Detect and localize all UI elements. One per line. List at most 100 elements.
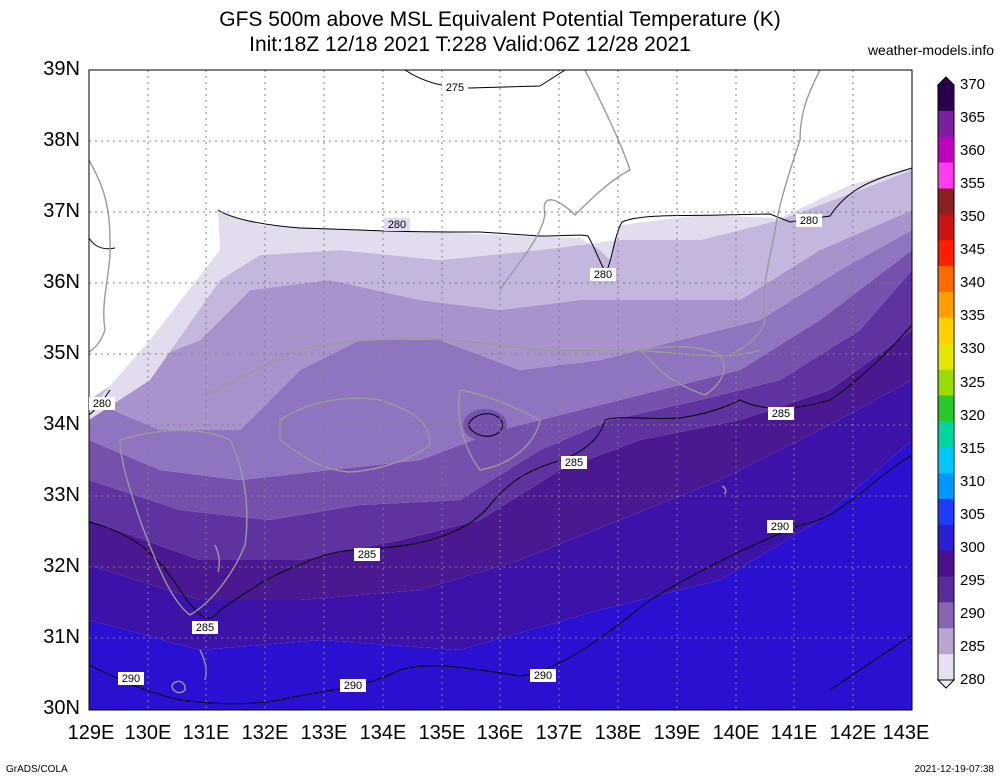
colorbar-max-arrow [936,76,956,86]
colorbar-swatch [938,447,954,474]
colorbar-swatch [938,162,954,189]
yakushima [171,680,186,694]
plot-frame [88,69,913,711]
izu-island [721,485,727,495]
contour-label: 290 [767,520,793,533]
colorbar-label: 320 [960,406,986,424]
svg-text:290: 290 [122,673,140,685]
colorbar-label: 360 [960,142,986,160]
kanto-coast [638,346,725,396]
svg-text:290: 290 [534,670,552,682]
colorbar-label: 290 [960,604,986,622]
svg-text:285: 285 [196,622,214,634]
contour-285-a [89,324,912,619]
korea-coast [89,159,111,353]
chart-title: GFS 500m above MSL Equivalent Potential … [219,8,781,31]
contour-label: 285 [192,621,218,634]
lon-label: 140E [712,722,760,744]
contour-label: 275 [442,81,468,94]
colorbar-label: 340 [960,274,986,292]
colorbar-swatch [938,317,954,345]
honshu-north-coast [729,70,821,356]
lon-label: 130E [124,722,172,744]
gridlines [89,70,912,710]
lat-label: 35N [43,342,80,364]
band-283 [89,210,912,430]
lon-label: 133E [300,722,348,744]
colorbar-swatch [938,369,954,396]
lat-label: 34N [43,413,80,435]
noto-coast [499,70,631,291]
lat-label: 32N [43,555,80,577]
colorbar-swatch [938,136,954,164]
site-credit: weather-models.info [867,42,994,58]
coastlines [89,70,821,694]
colorbar-swatch [938,498,954,526]
shikoku-coast [279,397,431,473]
lat-label: 30N [43,697,80,719]
band-284 [89,230,912,480]
colorbar-swatch [938,395,954,422]
lon-label: 132E [241,722,289,744]
svg-text:275: 275 [446,82,464,94]
lon-label: 137E [535,722,583,744]
lat-label: 38N [43,129,80,151]
svg-text:285: 285 [772,408,790,420]
contour-280-north [217,167,912,273]
contour-label: 285 [561,456,587,469]
colorbar-frame [937,84,955,681]
colorbar-label: 330 [960,340,986,358]
colorbar-swatch [938,85,954,112]
colorbar-label: 285 [960,637,986,655]
svg-text:290: 290 [771,521,789,533]
colorbar-swatch [938,576,954,603]
colorbar-label: 350 [960,208,986,226]
lat-label: 36N [43,271,80,293]
colorbar-label: 305 [960,505,986,523]
kii-coast [458,389,541,471]
kyushu-coast [119,429,248,616]
colorbar-swatch [938,188,954,215]
contour-labels: 275 280 280 280 280 285 285 285 285 290 … [89,81,822,692]
contour-275 [404,70,566,89]
lon-label: 129E [67,722,115,744]
svg-text:280: 280 [93,398,111,410]
lon-label: 141E [770,722,818,744]
svg-text:280: 280 [388,219,406,231]
lon-label: 131E [182,722,230,744]
colorbar-label: 310 [960,472,986,490]
band-282 [89,170,912,420]
lon-label: 139E [653,722,701,744]
contour-label: 280 [89,397,115,410]
svg-text:280: 280 [800,215,818,227]
colorbar-swatch [938,343,954,371]
svg-text:280: 280 [594,269,612,281]
colorbar-min-arrow [936,679,956,689]
contour-label: 285 [354,548,380,561]
lon-label: 136E [476,722,524,744]
contour-label: 285 [768,407,794,420]
contour-label: 280 [590,268,616,281]
chugoku-coast [204,337,761,396]
svg-text:290: 290 [344,680,362,692]
colorbar-label: 295 [960,571,986,589]
colorbar-swatch [938,240,954,267]
band-295 [89,440,912,710]
colorbar-swatch [938,654,954,681]
colorbar-label: 345 [960,241,986,259]
tanegashima [214,544,220,573]
colorbar-swatch [938,214,954,241]
contour-290-b [829,634,912,691]
colorbar-label: 370 [960,76,986,93]
colorbar-label: 335 [960,307,986,325]
lon-label: 138E [594,722,642,744]
colorbar-swatch [938,266,954,293]
generated-timestamp: 2021-12-19-07:38 [914,764,994,775]
colorbar-label: 280 [960,671,986,688]
band-281 [89,168,912,420]
colorbar-label: 365 [960,109,986,127]
colorbar-swatch [938,550,954,578]
lat-label: 31N [43,626,80,648]
contour-label: 280 [796,214,822,227]
contour-label: 290 [340,679,366,692]
